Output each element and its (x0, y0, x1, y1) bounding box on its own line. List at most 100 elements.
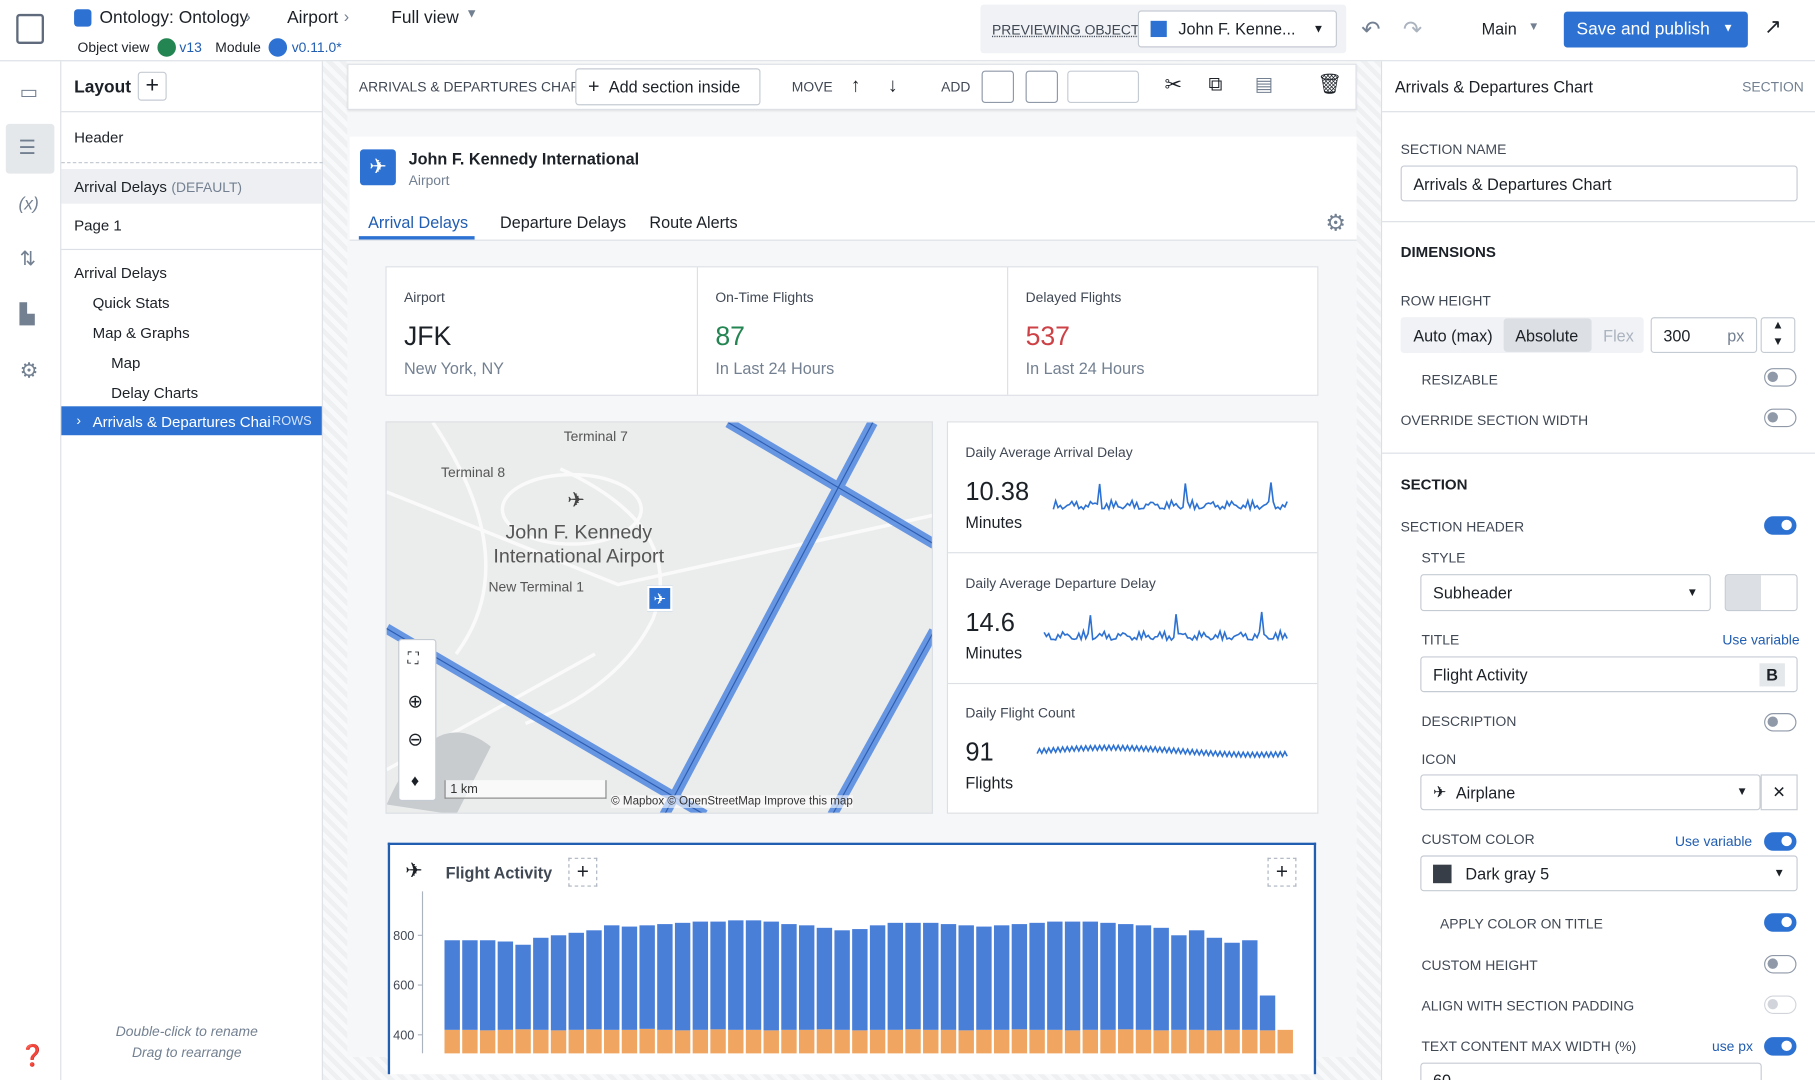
bar (1277, 1029, 1293, 1054)
toggle[interactable] (1764, 368, 1797, 387)
part (827, 628, 932, 813)
toolbar (347, 63, 1357, 110)
toggle[interactable] (1764, 408, 1797, 428)
label: Module (215, 39, 261, 56)
copy[interactable]: ⧉ (1208, 72, 1223, 95)
undo[interactable]: ↶ (1361, 17, 1381, 43)
toggle[interactable] (1764, 913, 1797, 932)
bar (745, 1029, 762, 1054)
expand[interactable]: ↗ (1764, 15, 1782, 39)
toggle[interactable] (1764, 713, 1797, 732)
object-icon: ✈ (359, 149, 396, 186)
field-label: APPLY COLOR ON TITLE (1439, 915, 1603, 932)
part (386, 422, 932, 813)
divider (1382, 221, 1815, 223)
map-label: Terminal 8 (441, 464, 506, 481)
option[interactable]: Absolute (1515, 326, 1579, 345)
tool[interactable] (1025, 70, 1058, 104)
bar (869, 925, 886, 1030)
tab[interactable]: Route Alerts (649, 212, 738, 232)
paste[interactable]: ▤ (1254, 72, 1274, 95)
stat-label: Airport (403, 289, 445, 306)
page-active (61, 168, 322, 204)
compass[interactable]: ♦ (410, 770, 420, 790)
delete[interactable]: 🗑 (1317, 72, 1343, 95)
rail-icon: ⚙ (19, 358, 39, 382)
bar (923, 922, 939, 1030)
tab[interactable]: Departure Delays (500, 212, 627, 232)
label: Object view (77, 39, 150, 56)
value: Dark gray 5 (1465, 864, 1550, 883)
previewing: PREVIEWING OBJECT (992, 21, 1140, 39)
field-label: ALIGN WITH SECTION PADDING (1421, 997, 1635, 1014)
bar (568, 1029, 584, 1054)
icon-select[interactable]: ✈ Airplane ▼ (1420, 774, 1761, 811)
save-button[interactable] (1563, 11, 1748, 48)
up[interactable]: ↑ (850, 74, 861, 97)
toggle[interactable] (1764, 954, 1797, 974)
zoom-out[interactable]: ⊖ (407, 730, 423, 751)
breadcrumb[interactable]: Full view (391, 8, 459, 28)
bar (798, 1029, 815, 1054)
toggle[interactable] (1764, 832, 1797, 851)
top-bar (0, 0, 1815, 62)
bar (976, 1029, 992, 1054)
use-variable[interactable]: Use variable (1674, 833, 1753, 850)
divider (1382, 111, 1815, 113)
style-select[interactable]: Subheader ▼ (1420, 574, 1711, 612)
panel-title: Arrivals & Departures Chart (1394, 77, 1593, 97)
field-label: RESIZABLE (1421, 371, 1498, 388)
hint: Drag to rearrange (131, 1044, 242, 1061)
field-label: DESCRIPTION (1421, 713, 1517, 730)
toolbar-label: ARRIVALS & DEPARTURES CHART (358, 78, 589, 95)
bar (550, 935, 567, 1031)
zoom-in[interactable]: ⊕ (407, 692, 423, 712)
redo[interactable]: ↷ (1402, 17, 1423, 43)
bar (1064, 921, 1081, 1031)
bar (604, 925, 620, 1030)
bar (993, 925, 1010, 1030)
map-fit[interactable]: ⛶ (407, 648, 419, 667)
settings[interactable]: ⚙ (1325, 210, 1347, 237)
bar (692, 1029, 709, 1054)
use-px[interactable]: use px (1711, 1038, 1753, 1055)
toggle[interactable] (1764, 1037, 1797, 1056)
down[interactable]: ↓ (887, 74, 898, 97)
add[interactable]: + (1267, 857, 1297, 887)
option[interactable]: Flex (1603, 326, 1634, 345)
align-buttons[interactable] (1724, 574, 1798, 612)
bar (781, 1029, 797, 1054)
map-label: New Terminal 1 (488, 578, 584, 595)
toggle[interactable] (1764, 995, 1797, 1014)
bar (1064, 1030, 1081, 1054)
stat-sub: In Last 24 Hours (715, 358, 835, 378)
bar (550, 1030, 567, 1054)
tab-indicator (358, 236, 475, 240)
title-input[interactable]: Flight Activity B (1420, 656, 1798, 693)
rail-icon: ▭ (19, 81, 39, 104)
tool[interactable] (1067, 70, 1140, 104)
object-select[interactable]: John F. Kenne... ▼ (1137, 10, 1337, 48)
part (727, 422, 932, 544)
stat-sub: New York, NY (403, 358, 504, 378)
color-select[interactable]: Dark gray 5 ▼ (1420, 855, 1798, 892)
max-width-input[interactable]: 60 (1420, 1062, 1762, 1080)
clear[interactable]: ✕ (1760, 774, 1798, 811)
height-input[interactable]: 300 px (1650, 317, 1758, 354)
tool[interactable] (981, 70, 1014, 104)
add[interactable]: + (137, 71, 167, 101)
add-inside[interactable]: + Add section inside (575, 68, 761, 106)
option[interactable]: Auto (max) (1413, 326, 1493, 345)
stepper[interactable]: ▲ ▼ (1760, 317, 1796, 354)
branch[interactable]: Main (1481, 19, 1517, 39)
bar (533, 1029, 549, 1054)
map-controls (398, 638, 437, 802)
cut[interactable]: ✂ (1164, 72, 1182, 97)
use-variable[interactable]: Use variable (1722, 632, 1800, 649)
toggle[interactable] (1764, 516, 1797, 535)
section-name[interactable]: Arrivals & Departures Chart (1400, 165, 1798, 202)
tab[interactable]: Arrival Delays (368, 212, 469, 232)
bar (763, 1030, 779, 1054)
add[interactable]: + (568, 857, 598, 887)
